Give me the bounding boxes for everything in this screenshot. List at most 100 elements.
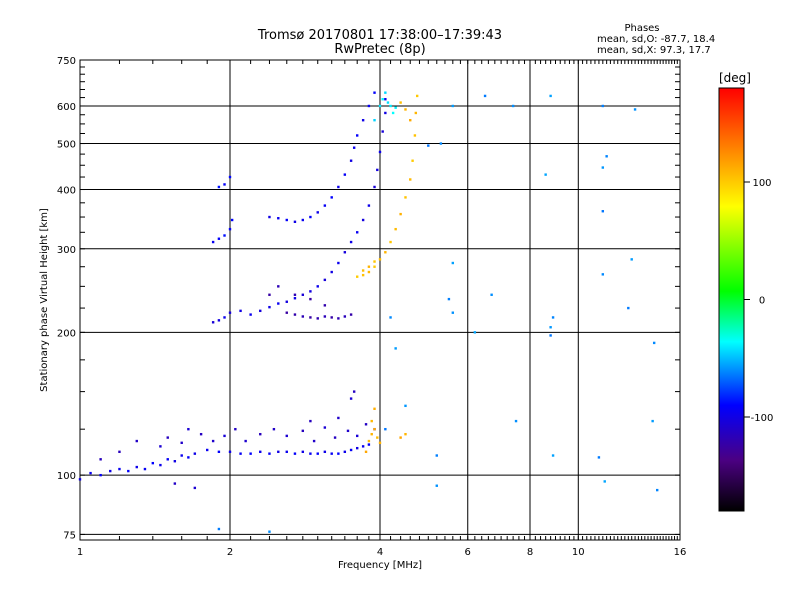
data-point — [217, 527, 221, 531]
data-point — [404, 404, 407, 408]
data-point — [323, 204, 327, 207]
data-point — [384, 251, 387, 254]
data-point — [367, 270, 371, 274]
data-point — [404, 196, 407, 199]
data-point — [249, 313, 252, 316]
data-point — [633, 108, 637, 111]
data-point — [309, 290, 312, 293]
data-point — [173, 460, 177, 463]
data-point — [228, 227, 232, 231]
data-point — [549, 94, 552, 98]
data-point — [373, 118, 376, 122]
data-point — [199, 432, 203, 436]
data-point — [551, 316, 555, 319]
data-point — [223, 434, 226, 438]
data-point — [293, 220, 297, 223]
data-point — [228, 450, 232, 454]
data-point — [309, 452, 312, 455]
y-axis-label: Stationary phase Virtual Height [km] — [39, 208, 50, 392]
data-point — [217, 237, 221, 240]
data-point — [627, 306, 630, 310]
phases-mean-x: mean, sd,X: 97.3, 17.7 — [597, 45, 711, 56]
data-point — [483, 94, 487, 98]
data-point — [473, 331, 477, 334]
data-point — [330, 270, 333, 274]
phase-colorbar: [deg] 100 0 -100 — [718, 71, 773, 512]
data-point — [451, 104, 455, 108]
colorbar-tick-label: 0 — [759, 296, 765, 307]
data-point — [399, 212, 402, 216]
data-point — [217, 185, 221, 189]
data-point — [228, 311, 232, 314]
y-tick-labels: 75 100 200 300 400 500 600 750 — [57, 56, 76, 541]
data-point — [78, 478, 82, 481]
data-point — [223, 183, 226, 186]
data-point — [343, 251, 347, 254]
data-point — [381, 98, 384, 101]
data-point — [99, 473, 102, 477]
data-point — [343, 450, 347, 454]
data-point — [364, 450, 368, 454]
data-point — [601, 166, 605, 169]
data-point — [373, 91, 376, 94]
data-point — [285, 218, 288, 222]
data-point — [323, 315, 327, 318]
grid-lines — [79, 59, 681, 540]
data-point — [409, 178, 412, 181]
data-point — [211, 240, 215, 244]
data-point — [355, 446, 359, 450]
data-point — [343, 315, 347, 318]
y-tick-label: 750 — [57, 56, 76, 67]
data-point — [655, 488, 659, 492]
data-point — [323, 450, 327, 454]
data-point — [349, 448, 353, 452]
data-point — [239, 309, 242, 313]
x-tick-label: 16 — [674, 547, 687, 558]
y-tick-label: 600 — [57, 102, 76, 113]
data-point — [349, 313, 353, 316]
data-point — [301, 429, 305, 433]
data-point — [384, 91, 387, 94]
data-point — [451, 261, 455, 265]
colorbar-tick-label: 100 — [752, 178, 771, 189]
data-point — [381, 130, 384, 133]
data-point — [378, 150, 382, 154]
x-tick-labels: 1 2 4 6 8 10 16 — [77, 547, 687, 558]
data-point — [404, 432, 407, 436]
data-point — [109, 469, 112, 473]
data-point — [259, 450, 262, 454]
data-point — [244, 439, 247, 443]
data-point — [234, 427, 237, 431]
data-point — [99, 458, 102, 461]
data-point — [277, 302, 280, 305]
data-point — [127, 469, 130, 473]
data-point — [549, 334, 552, 337]
data-point — [330, 316, 333, 319]
x-tick-label: 10 — [572, 547, 585, 558]
data-point — [346, 429, 350, 433]
data-point — [367, 204, 371, 207]
data-point — [89, 471, 92, 475]
data-point — [597, 456, 601, 459]
data-point — [230, 218, 234, 222]
data-point — [228, 175, 232, 179]
data-point — [352, 390, 356, 393]
y-tick-label: 500 — [57, 140, 76, 151]
data-point — [355, 134, 359, 137]
data-point — [415, 94, 419, 98]
data-point — [337, 261, 340, 265]
data-point — [118, 467, 121, 471]
data-point — [277, 217, 280, 220]
data-point — [367, 443, 371, 446]
data-point — [399, 436, 402, 439]
data-point — [333, 436, 337, 439]
data-point — [514, 419, 518, 423]
data-point — [349, 240, 353, 244]
data-point — [268, 452, 271, 455]
data-point — [361, 269, 365, 272]
data-point — [490, 293, 493, 296]
data-point — [370, 419, 373, 423]
data-point — [544, 173, 547, 176]
phases-header: Phases — [624, 23, 659, 34]
data-point — [223, 316, 226, 319]
